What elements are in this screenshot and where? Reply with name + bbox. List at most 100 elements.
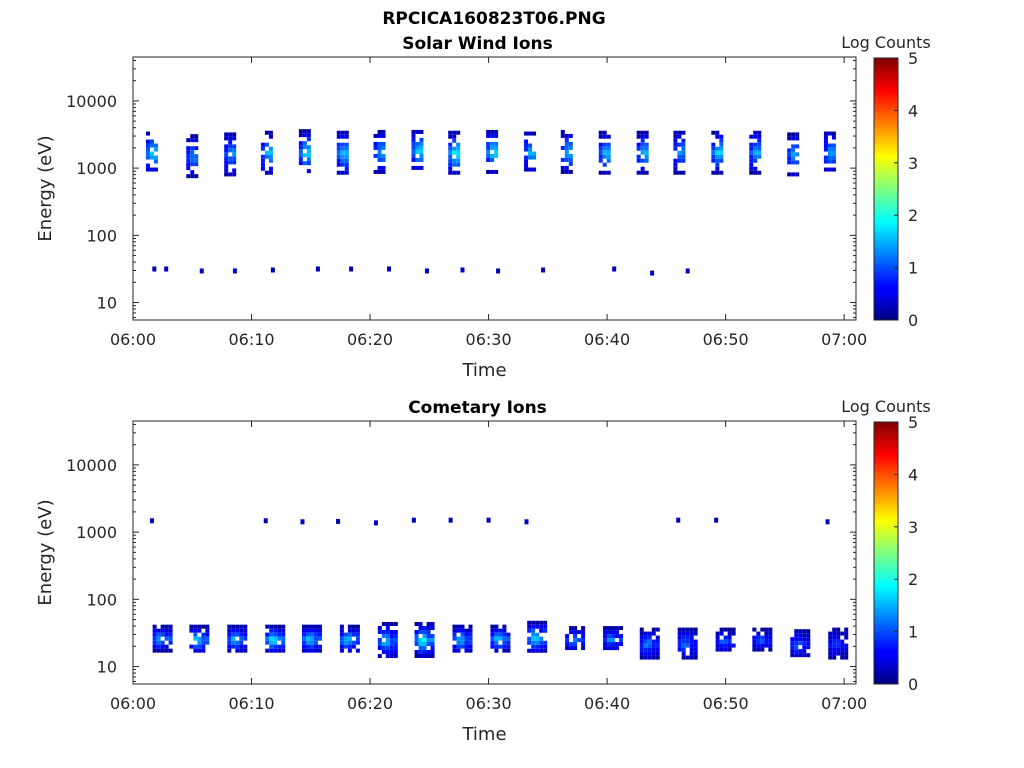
spectrogram-cell bbox=[528, 131, 533, 136]
spectrogram-cell bbox=[831, 167, 836, 172]
spectrogram-cell bbox=[647, 655, 652, 660]
spectrogram-cell bbox=[190, 134, 195, 139]
spectrogram-cell bbox=[573, 638, 578, 643]
spectrogram-cell bbox=[611, 634, 616, 639]
spectrogram-cell bbox=[381, 646, 386, 651]
spectrogram-cell bbox=[418, 638, 423, 643]
spectrogram-cell bbox=[464, 636, 469, 641]
spectrogram-cell bbox=[564, 149, 569, 154]
spectrogram-burst bbox=[673, 130, 686, 175]
spectrogram-cell bbox=[243, 624, 248, 629]
spectrogram-cell bbox=[393, 654, 398, 659]
spectrogram-cell bbox=[260, 166, 265, 171]
spectrogram-cell bbox=[298, 129, 303, 134]
spectrogram-cell bbox=[715, 647, 720, 652]
spectrogram-cell bbox=[831, 143, 836, 148]
spectrogram-cell bbox=[490, 157, 495, 162]
spectrogram-cell bbox=[313, 644, 318, 649]
spectrogram-cell bbox=[377, 153, 382, 158]
spectrogram-cell bbox=[186, 154, 191, 159]
spectrogram-cell bbox=[795, 172, 800, 177]
spectrogram-cell bbox=[448, 146, 453, 151]
spectrogram-cell bbox=[798, 649, 803, 654]
spectrogram-cell bbox=[344, 142, 349, 147]
spectrogram-cell bbox=[355, 624, 360, 629]
spectrogram-cell bbox=[643, 639, 648, 644]
spectrogram-cell bbox=[277, 644, 282, 649]
spectrogram-cell bbox=[347, 640, 352, 645]
spectrogram-cell bbox=[787, 132, 792, 137]
spectrogram-cell bbox=[189, 628, 194, 633]
spectrogram-cell bbox=[190, 174, 195, 179]
spectrogram-cell bbox=[677, 154, 682, 159]
spectrogram-cell bbox=[194, 138, 199, 143]
spectrogram-cell bbox=[832, 647, 837, 652]
spectrogram-burst bbox=[711, 130, 724, 175]
spectrogram-cell bbox=[681, 647, 686, 652]
x-axis-label: Time bbox=[461, 724, 506, 745]
spectrogram-cell bbox=[281, 636, 286, 641]
spectrogram-cell bbox=[164, 648, 169, 653]
spectrogram-cell bbox=[452, 648, 457, 653]
spectrogram-cell bbox=[636, 134, 641, 139]
spectrogram-cell bbox=[681, 627, 686, 632]
spectrogram-cell bbox=[794, 633, 799, 638]
spectrogram-cell bbox=[309, 644, 314, 649]
spectrogram-cell bbox=[302, 141, 307, 146]
spectrogram-burst bbox=[715, 627, 736, 652]
spectrogram-cell bbox=[302, 161, 307, 166]
spectrogram-cell bbox=[791, 144, 796, 149]
spectrogram-cell bbox=[145, 151, 150, 156]
spectrogram-cell bbox=[719, 170, 724, 175]
spectrogram-cell bbox=[844, 635, 849, 640]
spectrogram-cell bbox=[715, 166, 720, 171]
spectrogram-cell bbox=[524, 163, 529, 168]
sparse-count-point bbox=[460, 267, 465, 273]
spectrogram-cell bbox=[193, 624, 198, 629]
spectrogram-cell bbox=[719, 150, 724, 155]
spectrogram-cell bbox=[373, 145, 378, 150]
spectrogram-cell bbox=[802, 641, 807, 646]
spectrogram-cell bbox=[602, 142, 607, 147]
spectrogram-cell bbox=[749, 158, 754, 163]
spectrogram-cell bbox=[639, 647, 644, 652]
spectrogram-cell bbox=[564, 169, 569, 174]
spectrogram-cell bbox=[790, 649, 795, 654]
spectrogram-cell bbox=[643, 655, 648, 660]
sparse-count-point bbox=[199, 268, 204, 274]
spectrogram-cell bbox=[224, 136, 229, 141]
sparse-count-point bbox=[411, 517, 416, 523]
spectrogram-cell bbox=[468, 632, 473, 637]
spectrogram-cell bbox=[673, 162, 678, 167]
spectrogram-cell bbox=[757, 154, 762, 159]
spectrogram-cell bbox=[640, 158, 645, 163]
spectrogram-cell bbox=[528, 147, 533, 152]
spectrogram-cell bbox=[381, 634, 386, 639]
spectrogram-cell bbox=[193, 644, 198, 649]
spectrogram-cell bbox=[539, 636, 544, 641]
spectrogram-cell bbox=[448, 166, 453, 171]
spectrogram-cell bbox=[201, 636, 206, 641]
spectrogram-cell bbox=[268, 150, 273, 155]
spectrogram-cell bbox=[764, 635, 769, 640]
spectrogram-cell bbox=[393, 638, 398, 643]
spectrogram-cell bbox=[791, 136, 796, 141]
spectrogram-cell bbox=[524, 147, 529, 152]
colorbar-tick-label: 0 bbox=[908, 311, 918, 330]
spectrogram-cell bbox=[681, 138, 686, 143]
spectrogram-cell bbox=[351, 624, 356, 629]
spectrogram-cell bbox=[317, 636, 322, 641]
spectrogram-cell bbox=[265, 632, 270, 637]
spectrogram-cell bbox=[355, 636, 360, 641]
sparse-count-point bbox=[676, 517, 681, 523]
spectrogram-cell bbox=[235, 644, 240, 649]
spectrogram-cell bbox=[419, 149, 424, 154]
spectrogram-cell bbox=[273, 648, 278, 653]
spectrogram-cell bbox=[602, 130, 607, 135]
spectrogram-cell bbox=[749, 142, 754, 147]
spectrogram-cell bbox=[655, 647, 660, 652]
spectrogram-cell bbox=[760, 647, 765, 652]
spectrogram-cell bbox=[153, 167, 158, 172]
spectrogram-cell bbox=[490, 628, 495, 633]
spectrogram-cell bbox=[452, 130, 457, 135]
